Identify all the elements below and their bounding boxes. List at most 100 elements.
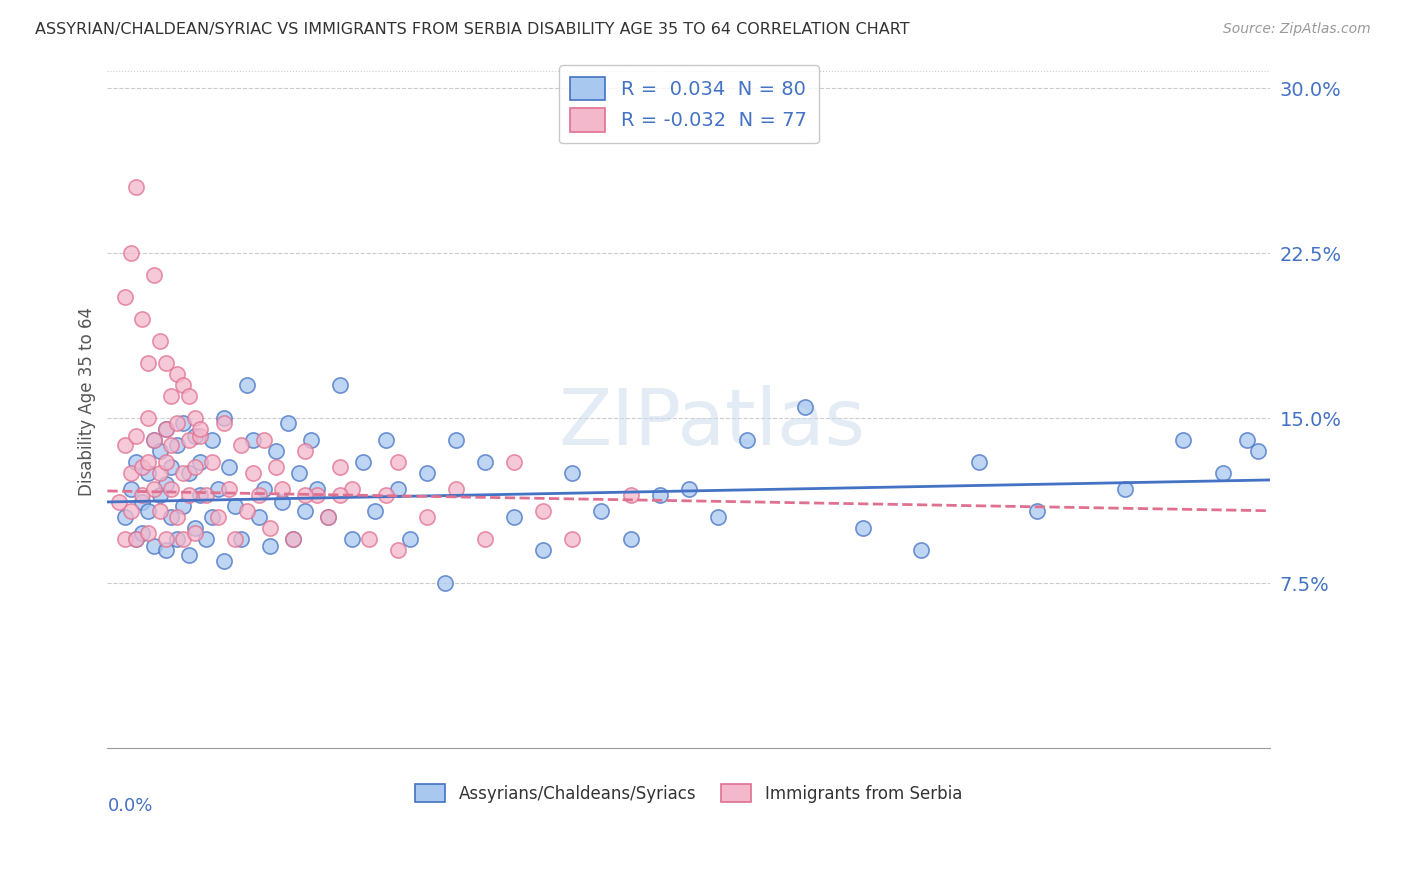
Point — [253, 434, 276, 448]
Point — [678, 482, 700, 496]
Point — [177, 488, 200, 502]
Point — [247, 510, 270, 524]
Point — [114, 290, 136, 304]
Point — [503, 510, 526, 524]
Point — [195, 488, 218, 502]
Point — [619, 488, 641, 502]
Point — [259, 521, 281, 535]
Point — [264, 459, 287, 474]
Point — [131, 495, 153, 509]
Point — [212, 411, 235, 425]
Point — [561, 533, 583, 547]
Point — [387, 455, 409, 469]
Legend: Assyrians/Chaldeans/Syriacs, Immigrants from Serbia: Assyrians/Chaldeans/Syriacs, Immigrants … — [409, 778, 969, 809]
Point — [444, 434, 467, 448]
Point — [142, 434, 165, 448]
Point — [1212, 467, 1234, 481]
Point — [229, 533, 252, 547]
Point — [108, 495, 131, 509]
Point — [270, 495, 292, 509]
Point — [166, 533, 188, 547]
Point — [277, 416, 299, 430]
Point — [218, 459, 240, 474]
Point — [160, 389, 183, 403]
Point — [236, 504, 259, 518]
Point — [160, 482, 183, 496]
Point — [172, 500, 194, 514]
Point — [177, 548, 200, 562]
Point — [503, 455, 526, 469]
Point — [125, 429, 148, 443]
Point — [218, 482, 240, 496]
Point — [136, 525, 159, 540]
Point — [1026, 504, 1049, 518]
Point — [242, 467, 264, 481]
Point — [149, 334, 172, 349]
Point — [474, 533, 496, 547]
Point — [375, 488, 398, 502]
Point — [172, 467, 194, 481]
Point — [136, 455, 159, 469]
Point — [190, 455, 212, 469]
Point — [136, 356, 159, 370]
Point — [852, 521, 875, 535]
Point — [229, 438, 252, 452]
Point — [183, 521, 205, 535]
Point — [340, 533, 363, 547]
Point — [398, 533, 420, 547]
Point — [283, 533, 305, 547]
Point — [224, 533, 246, 547]
Point — [114, 533, 136, 547]
Point — [375, 434, 398, 448]
Point — [160, 459, 183, 474]
Point — [236, 378, 259, 392]
Point — [190, 422, 212, 436]
Point — [155, 455, 177, 469]
Point — [177, 467, 200, 481]
Point — [910, 543, 932, 558]
Point — [1247, 444, 1270, 458]
Point — [207, 482, 229, 496]
Point — [125, 180, 148, 194]
Text: Source: ZipAtlas.com: Source: ZipAtlas.com — [1223, 22, 1371, 37]
Point — [166, 438, 188, 452]
Point — [149, 444, 172, 458]
Text: ZIPatlas: ZIPatlas — [558, 384, 866, 460]
Point — [201, 434, 224, 448]
Point — [416, 510, 439, 524]
Point — [190, 488, 212, 502]
Point — [131, 459, 153, 474]
Point — [172, 378, 194, 392]
Point — [387, 482, 409, 496]
Point — [294, 444, 316, 458]
Point — [352, 455, 374, 469]
Point — [166, 368, 188, 382]
Point — [120, 246, 142, 260]
Point — [1114, 482, 1136, 496]
Point — [136, 467, 159, 481]
Point — [591, 504, 613, 518]
Point — [212, 416, 235, 430]
Point — [316, 510, 339, 524]
Point — [531, 504, 554, 518]
Point — [155, 356, 177, 370]
Point — [131, 312, 153, 326]
Point — [433, 576, 456, 591]
Point — [155, 543, 177, 558]
Point — [142, 434, 165, 448]
Point — [735, 434, 758, 448]
Point — [305, 488, 328, 502]
Point — [357, 533, 380, 547]
Point — [149, 504, 172, 518]
Point — [120, 504, 142, 518]
Point — [183, 411, 205, 425]
Point — [969, 455, 991, 469]
Point — [561, 467, 583, 481]
Point — [474, 455, 496, 469]
Point — [329, 488, 352, 502]
Point — [190, 429, 212, 443]
Point — [299, 434, 322, 448]
Point — [706, 510, 728, 524]
Point — [120, 467, 142, 481]
Point — [242, 434, 264, 448]
